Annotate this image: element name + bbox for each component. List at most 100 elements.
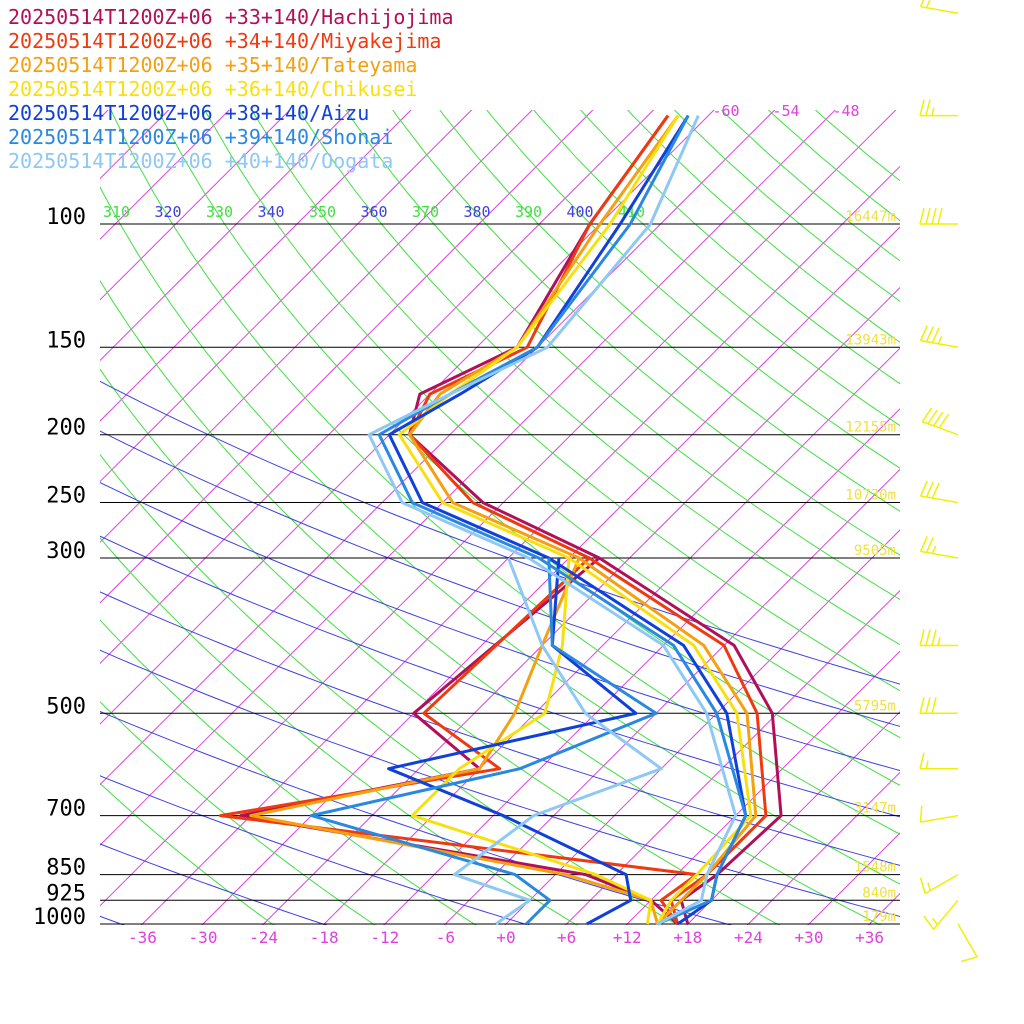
temperature-tick-label: -6 xyxy=(436,928,455,947)
temperature-tick-label: -36 xyxy=(128,928,157,947)
dry-adiabat-line xyxy=(100,279,882,925)
wind-barb xyxy=(919,480,959,504)
moist-adiabat-line xyxy=(100,843,328,925)
isotherm-line xyxy=(100,110,776,786)
height-label: 12155m xyxy=(845,420,896,436)
dry-adiabat-line xyxy=(439,110,900,512)
isotherm-line xyxy=(322,347,900,925)
pressure-tick-label: 500 xyxy=(46,694,86,719)
temperature-tick-label: -30 xyxy=(189,928,218,947)
isotherm-line xyxy=(100,110,473,483)
wind-barb-staff xyxy=(920,814,959,823)
wind-barb-half-flag xyxy=(937,637,941,646)
wind-barb-flag xyxy=(931,207,937,225)
wind-barb-flag xyxy=(919,325,928,341)
wind-barb-staff xyxy=(920,5,959,15)
wind-barb-flag xyxy=(931,697,937,714)
wind-barb-half-flag xyxy=(931,917,939,926)
theta-label: 380 xyxy=(464,203,491,221)
wind-barb-flag xyxy=(919,697,925,714)
dry-adiabat-lines xyxy=(100,110,900,925)
isotherm-line xyxy=(140,165,900,925)
dewpoint-profile-4 xyxy=(387,557,638,926)
theta-label: 400 xyxy=(567,203,594,221)
dry-adiabat-line xyxy=(392,110,900,556)
wind-barb xyxy=(919,99,958,117)
moist-adiabat-line xyxy=(100,649,900,918)
moist-adiabat-line xyxy=(100,481,900,772)
wind-barb xyxy=(919,805,959,823)
sounding-profiles xyxy=(219,114,783,926)
isotherm-line xyxy=(746,771,900,925)
wind-barb-half-flag xyxy=(937,335,943,345)
dewpoint-profile-6 xyxy=(452,557,663,926)
wind-barb xyxy=(919,325,959,349)
wind-barb-flag xyxy=(931,629,937,646)
isotherm-line xyxy=(443,468,900,925)
dewpoint-profile-2 xyxy=(249,557,659,925)
wind-barb-flag xyxy=(925,99,931,116)
legend-entry: 20250514T1200Z+06 +33+140/Hachijojima xyxy=(8,5,454,29)
dry-adiabat-line xyxy=(345,110,900,601)
moist-adiabat-line xyxy=(100,710,733,925)
theta-label: 350 xyxy=(309,203,336,221)
temperature-tick-label: -12 xyxy=(370,928,399,947)
height-label: 1548m xyxy=(854,860,896,876)
height-label: 5795m xyxy=(854,698,896,714)
isotherm-line xyxy=(100,110,594,604)
temperature-tick-label: +18 xyxy=(673,928,702,947)
pressure-lines xyxy=(100,223,900,925)
theta-label: 340 xyxy=(258,203,285,221)
isotherm-line xyxy=(0,69,28,939)
wind-barb xyxy=(919,536,959,559)
isotherm-line xyxy=(201,226,900,925)
wind-barb-staff xyxy=(922,421,959,436)
wind-barb-flag xyxy=(925,697,931,714)
dry-adiabat-line xyxy=(100,619,477,925)
dry-adiabat-line xyxy=(251,110,900,692)
temperature-tick-label: +0 xyxy=(496,928,515,947)
height-label: 840m xyxy=(862,885,896,901)
temperature-tick-label: +24 xyxy=(734,928,763,947)
wind-barb-flag xyxy=(925,207,931,225)
wind-barb xyxy=(919,207,958,225)
wind-barb-flag xyxy=(927,409,938,425)
theta-label: 390 xyxy=(515,203,542,221)
isotherm-line xyxy=(976,69,1024,939)
wind-barb-flag xyxy=(932,411,944,427)
wind-barb-flag xyxy=(919,0,925,7)
isotherm-line xyxy=(807,832,900,925)
temperature-profile-6 xyxy=(367,114,738,926)
isotherm-top-label: -48 xyxy=(832,102,859,120)
isotherm-line xyxy=(100,110,533,543)
dry-adiabat-line xyxy=(100,453,679,925)
height-label: 9505m xyxy=(854,543,896,559)
pressure-tick-label: 850 xyxy=(46,856,86,881)
theta-label: 310 xyxy=(103,203,130,221)
pressure-tick-label: 300 xyxy=(46,539,86,564)
height-label: 16447m xyxy=(845,209,896,225)
temperature-tick-label: +30 xyxy=(795,928,824,947)
dry-adiabat-line xyxy=(100,368,781,925)
temperature-profile-5 xyxy=(377,114,748,926)
dry-adiabat-line xyxy=(673,110,900,302)
height-label: 13943m xyxy=(845,332,896,348)
isotherm-line xyxy=(625,650,900,925)
height-label: 3147m xyxy=(854,801,896,817)
temperature-tick-label: -24 xyxy=(249,928,278,947)
wind-barb-staff xyxy=(924,873,959,895)
moist-adiabat-line xyxy=(100,430,900,727)
wind-barb xyxy=(923,899,959,930)
moist-adiabat-line xyxy=(100,380,900,685)
temperature-tick-label: +12 xyxy=(613,928,642,947)
wind-barb-half-flag xyxy=(931,107,935,116)
isotherm-line xyxy=(100,110,897,907)
isotherm-line xyxy=(100,110,715,725)
legend-entry: 20250514T1200Z+06 +40+140/Oogata xyxy=(8,149,393,173)
dry-adiabat-line xyxy=(298,110,900,646)
wind-barb-staff xyxy=(920,495,959,504)
legend-entry: 20250514T1200Z+06 +34+140/Miyakejima xyxy=(8,29,441,53)
dewpoint-profile-1 xyxy=(219,556,699,925)
legend-entry: 20250514T1200Z+06 +39+140/Shonai xyxy=(8,125,393,149)
